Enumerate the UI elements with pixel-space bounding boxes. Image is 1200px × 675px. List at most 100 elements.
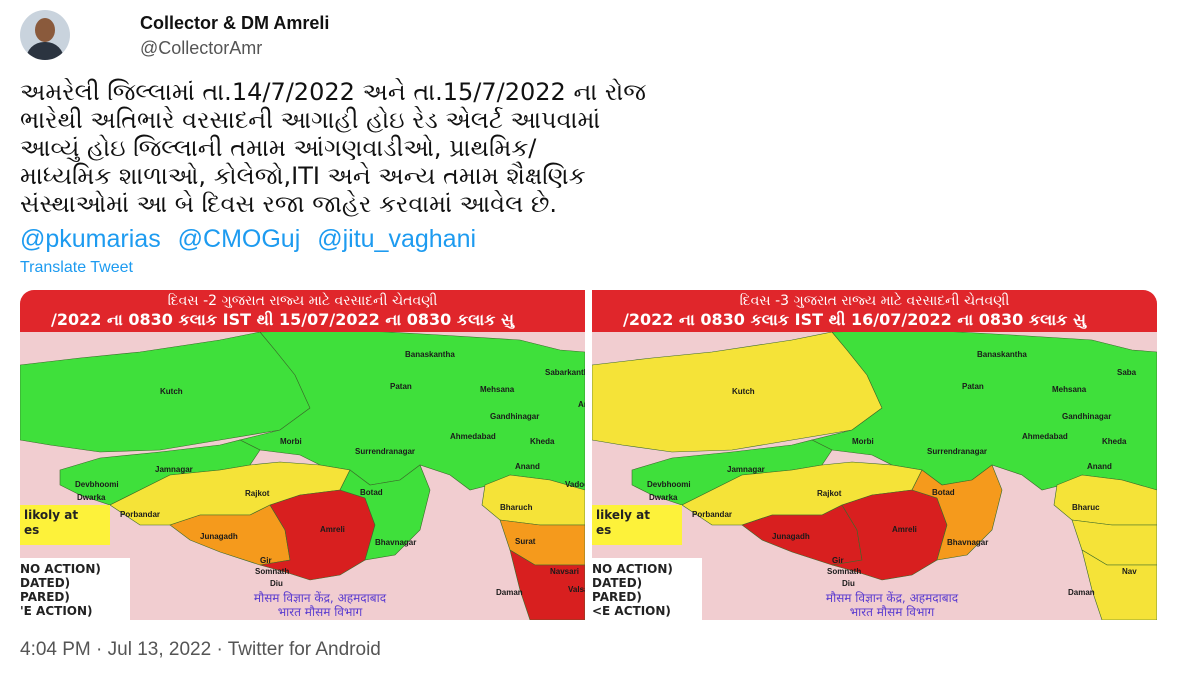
district-label: Navsari — [550, 567, 579, 576]
district-label: Amreli — [892, 525, 917, 534]
district-label: Jamnagar — [155, 465, 193, 474]
avatar-head — [35, 18, 55, 42]
district-label: Bharuc — [1072, 503, 1100, 512]
imd-credit-line: मौसम विज्ञान केंद्र, अहमदाबाद — [253, 591, 387, 605]
tweet-date[interactable]: Jul 13, 2022 — [107, 639, 212, 660]
district-label: Gandhinagar — [1062, 412, 1112, 421]
imd-credit-line: मौसम विज्ञान केंद्र, अहमदाबाद — [825, 591, 959, 605]
tweet-meta: 4:04 PM · Jul 13, 2022 · Twitter for And… — [20, 639, 381, 660]
region-valsad — [509, 549, 585, 620]
district-label: Dwarka — [77, 493, 106, 502]
region-bharuch — [481, 474, 585, 526]
legend-item: NO ACTION) — [20, 562, 101, 576]
district-label: Botad — [360, 488, 383, 497]
author-name[interactable]: Collector & DM Amreli — [140, 13, 330, 33]
legend-item: PARED) — [592, 590, 642, 604]
avatar[interactable] — [20, 10, 70, 60]
translate-tweet-link[interactable]: Translate Tweet — [20, 259, 133, 276]
tweet-line: માધ્યમિક શાળાઓ, કોલેજો,ITI અને અન્ય તમામ… — [20, 162, 586, 190]
district-label: Diu — [270, 579, 283, 588]
district-label: Gandhinagar — [490, 412, 540, 421]
forecast-map-day-2[interactable]: દિવસ -2 ગુજરાત રાજ્ય માટે વરસાદની ચેતવણી… — [20, 290, 585, 620]
legend-box: NO ACTION) DATED) PARED) <E ACTION) — [592, 558, 702, 620]
district-label: Patan — [962, 382, 984, 391]
district-label: Porbandar — [120, 510, 161, 519]
region-bhavnagar — [911, 464, 1003, 561]
tweet-line: અમરેલી જિલ્લામાં તા.14/7/2022 અને તા.15/… — [20, 78, 646, 106]
district-label: Botad — [932, 488, 955, 497]
map-title: દિવસ -2 ગુજરાત રાજ્ય માટે વરસાદની ચેતવણી — [167, 293, 438, 309]
district-label: Devbhoomi — [75, 480, 119, 489]
legend-item: DATED) — [592, 576, 643, 590]
district-label: Dwarka — [649, 493, 678, 502]
district-label: Amreli — [320, 525, 345, 534]
district-label: Morbi — [852, 437, 874, 446]
map-subtitle: /2022 ના 0830 કલાક IST થી 15/07/2022 ના … — [51, 310, 514, 329]
district-label: Kutch — [732, 387, 755, 396]
legend-item: 'E ACTION) — [20, 604, 93, 618]
map-header: દિવસ -2 ગુજરાત રાજ્ય માટે વરસાદની ચેતવણી… — [20, 290, 585, 332]
legend-note-line: likoly at — [24, 508, 79, 522]
tweet-time[interactable]: 4:04 PM — [20, 639, 91, 660]
imd-credit: मौसम विज्ञान केंद्र, अहमदाबाद भारत मौसम व… — [772, 591, 1012, 619]
district-label: Ahmedabad — [450, 432, 496, 441]
district-label: Saba — [1117, 368, 1137, 377]
region-bhavnagar — [339, 464, 431, 561]
map-svg — [20, 329, 585, 620]
district-label: Jamnagar — [727, 465, 765, 474]
map-svg — [592, 329, 1157, 620]
legend-item: <E ACTION) — [592, 604, 671, 618]
tweet-line: સંસ્થાઓમાં આ બે દિવસ રજા જાહેર કરવામાં આ… — [20, 190, 558, 218]
mention-link[interactable]: @jitu_vaghani — [317, 225, 477, 253]
district-label: Bhavnagar — [375, 538, 417, 547]
tweet-line: આવ્યું હોઇ જિલ્લાની તમામ આંગણવાડીઓ, પ્રા… — [20, 134, 537, 162]
region-valsad — [1081, 549, 1157, 620]
avatar-body — [26, 42, 64, 60]
map-title: દિવસ -3 ગુજરાત રાજ્ય માટે વરસાદની ચેતવણી — [739, 293, 1010, 309]
district-label: Daman — [496, 588, 523, 597]
district-label: Bharuch — [500, 503, 533, 512]
district-label: Banaskantha — [405, 350, 455, 359]
district-label: Valsad — [568, 585, 585, 594]
district-label: Mehsana — [480, 385, 515, 394]
mention-link[interactable]: @pkumarias — [20, 225, 161, 253]
district-label: Somnath — [255, 567, 290, 576]
district-label: Anand — [1087, 462, 1112, 471]
district-label: Gir — [260, 556, 272, 565]
district-label: Vadodara — [565, 480, 585, 489]
legend-note-line: es — [24, 523, 40, 537]
district-label: Rajkot — [245, 489, 270, 498]
district-label: Nav — [1122, 567, 1137, 576]
district-label: Surrendranagar — [355, 447, 416, 456]
district-label: Anand — [515, 462, 540, 471]
district-label: Kutch — [160, 387, 183, 396]
map-header: દિવસ -3 ગુજરાત રાજ્ય માટે વરસાદની ચેતવણી… — [592, 290, 1157, 332]
district-label: Daman — [1068, 588, 1095, 597]
legend-item: NO ACTION) — [592, 562, 673, 576]
district-label: Gir — [832, 556, 844, 565]
tweet-text: અમરેલી જિલ્લામાં તા.14/7/2022 અને તા.15/… — [20, 78, 1180, 218]
tweet-source: Twitter for Android — [227, 639, 381, 660]
district-label: Kheda — [1102, 437, 1127, 446]
district-label: Banaskantha — [977, 350, 1027, 359]
district-label: Junagadh — [200, 532, 238, 541]
legend-note: likely at es — [592, 505, 682, 545]
district-label: Somnath — [827, 567, 862, 576]
imd-credit: मौसम विज्ञान केंद्र, अहमदाबाद भारत मौसम व… — [200, 591, 440, 619]
district-label: Bhavnagar — [947, 538, 989, 547]
mention-link[interactable]: @CMOGuj — [177, 225, 301, 253]
district-label: Devbhoomi — [647, 480, 691, 489]
imd-credit-line: भारत मौसम विभाग — [849, 605, 935, 619]
forecast-map-day-3[interactable]: દિવસ -3 ગુજરાત રાજ્ય માટે વરસાદની ચેતવણી… — [592, 290, 1157, 620]
district-label: Diu — [842, 579, 855, 588]
district-label: Morbi — [280, 437, 302, 446]
legend-note-line: es — [596, 523, 612, 537]
district-label: Surrendranagar — [927, 447, 988, 456]
district-label: Ahmedabad — [1022, 432, 1068, 441]
map-subtitle: /2022 ના 0830 કલાક IST થી 16/07/2022 ના … — [623, 310, 1086, 329]
author-handle[interactable]: @CollectorAmr — [140, 38, 263, 58]
district-label: Patan — [390, 382, 412, 391]
district-label: Sabarkantha — [545, 368, 585, 377]
district-label: Rajkot — [817, 489, 842, 498]
district-label: Porbandar — [692, 510, 733, 519]
